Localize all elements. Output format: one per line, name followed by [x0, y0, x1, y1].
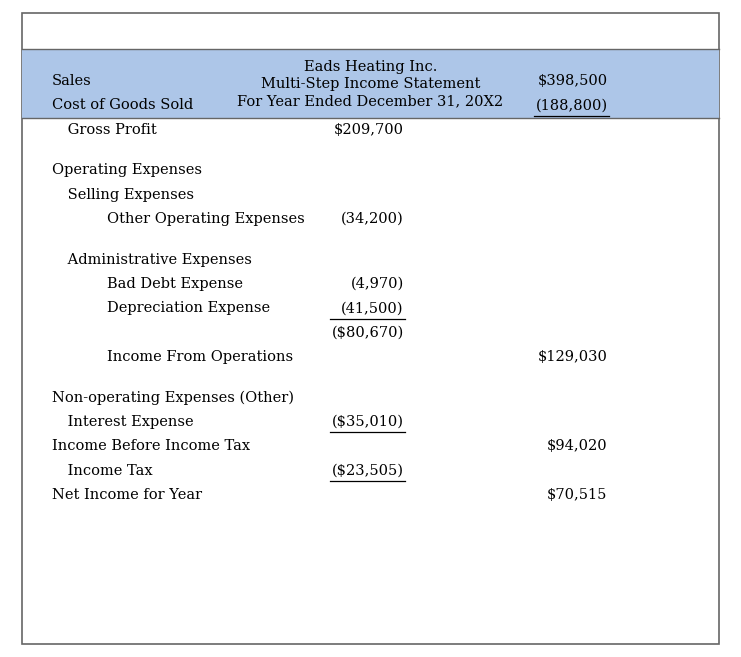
Text: $209,700: $209,700: [334, 123, 404, 137]
Text: Cost of Goods Sold: Cost of Goods Sold: [52, 99, 193, 112]
Text: Operating Expenses: Operating Expenses: [52, 164, 202, 177]
Text: $70,515: $70,515: [548, 488, 608, 502]
Text: (34,200): (34,200): [341, 212, 404, 226]
Text: $129,030: $129,030: [538, 350, 608, 364]
Text: (188,800): (188,800): [536, 99, 608, 112]
Text: Other Operating Expenses: Other Operating Expenses: [107, 212, 305, 226]
Text: Selling Expenses: Selling Expenses: [63, 188, 194, 202]
Text: Interest Expense: Interest Expense: [63, 415, 193, 429]
Text: $398,500: $398,500: [537, 74, 608, 88]
Text: Gross Profit: Gross Profit: [63, 123, 157, 137]
Text: Income Before Income Tax: Income Before Income Tax: [52, 440, 250, 453]
Text: Non-operating Expenses (Other): Non-operating Expenses (Other): [52, 391, 294, 405]
Text: Sales: Sales: [52, 74, 92, 88]
Text: Administrative Expenses: Administrative Expenses: [63, 253, 252, 267]
Text: $94,020: $94,020: [547, 440, 608, 453]
Text: ($80,670): ($80,670): [331, 326, 404, 340]
Text: ($35,010): ($35,010): [332, 415, 404, 429]
Text: (4,970): (4,970): [350, 277, 404, 291]
Text: Eads Heating Inc.: Eads Heating Inc.: [304, 60, 437, 74]
Text: (41,500): (41,500): [342, 302, 404, 315]
Text: Net Income for Year: Net Income for Year: [52, 488, 202, 502]
Text: ($23,505): ($23,505): [332, 464, 404, 478]
Text: Income From Operations: Income From Operations: [107, 350, 293, 364]
Text: For Year Ended December 31, 20X2: For Year Ended December 31, 20X2: [237, 94, 504, 108]
Bar: [22, 49, 719, 118]
Text: Bad Debt Expense: Bad Debt Expense: [107, 277, 244, 291]
Text: Multi-Step Income Statement: Multi-Step Income Statement: [261, 77, 480, 91]
Text: Income Tax: Income Tax: [63, 464, 153, 478]
Text: Depreciation Expense: Depreciation Expense: [107, 302, 270, 315]
